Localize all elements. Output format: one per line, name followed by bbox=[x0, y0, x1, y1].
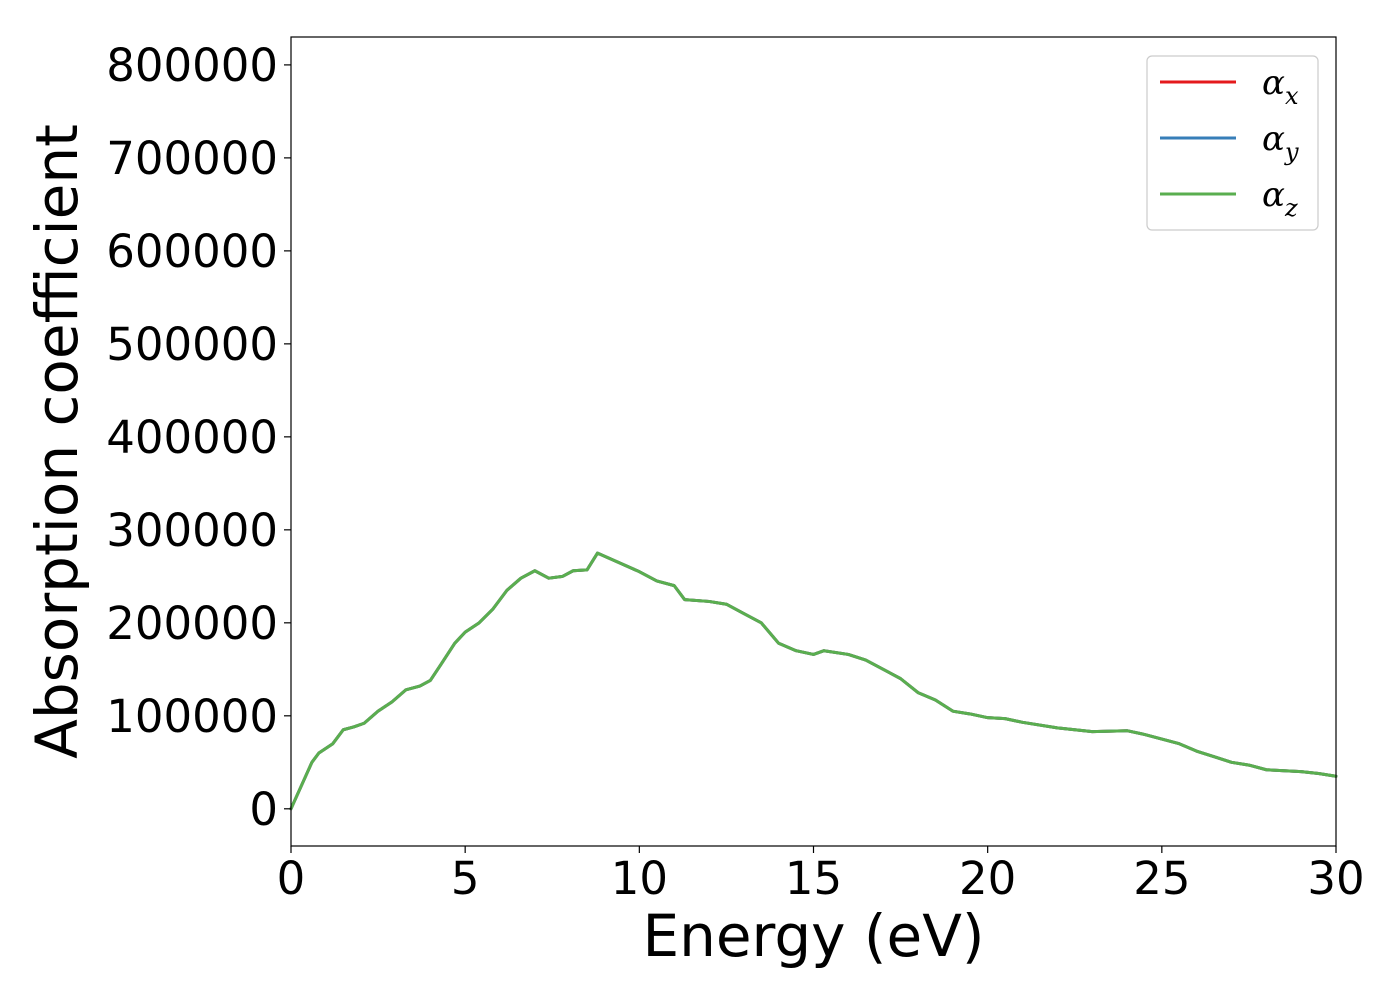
series-line-x bbox=[289, 551, 1338, 811]
legend-label-z: αz bbox=[1262, 175, 1298, 222]
y-tick-label: 100000 bbox=[106, 690, 278, 743]
y-tick-label: 500000 bbox=[106, 318, 278, 371]
legend-subscript: z bbox=[1284, 194, 1298, 222]
y-tick-label: 800000 bbox=[106, 39, 278, 92]
x-tick-label: 15 bbox=[785, 852, 842, 905]
legend-label-x: αx bbox=[1262, 63, 1299, 110]
legend-symbol: α bbox=[1262, 63, 1285, 103]
legend-symbol: α bbox=[1262, 175, 1285, 215]
y-axis-ticks: 0 100000 200000 300000 400000 500000 600000 700… bbox=[106, 39, 291, 836]
y-tick-label: 200000 bbox=[106, 597, 278, 650]
x-tick-label: 5 bbox=[451, 852, 480, 905]
legend-symbol: α bbox=[1262, 119, 1285, 159]
x-axis-ticks: 0 5 10 15 20 25 30 bbox=[277, 846, 1365, 905]
x-tick-label: 25 bbox=[1133, 852, 1190, 905]
x-tick-label: 0 bbox=[277, 852, 306, 905]
x-axis-title: Energy (eV) bbox=[642, 902, 984, 970]
legend-box bbox=[1146, 55, 1319, 231]
y-tick-label: 600000 bbox=[106, 225, 278, 278]
series-line-z bbox=[289, 551, 1338, 811]
y-tick-label: 400000 bbox=[106, 411, 278, 464]
y-tick-label: 700000 bbox=[106, 132, 278, 185]
x-tick-label: 10 bbox=[611, 852, 668, 905]
legend-label-y: αy bbox=[1262, 119, 1299, 166]
x-tick-label: 20 bbox=[959, 852, 1016, 905]
x-tick-label: 30 bbox=[1307, 852, 1364, 905]
legend-subscript: y bbox=[1284, 138, 1299, 166]
y-axis-title: Absorption coefficient bbox=[23, 124, 91, 759]
series-layer bbox=[289, 551, 1338, 811]
series-line-y bbox=[289, 551, 1338, 811]
legend-subscript: x bbox=[1285, 82, 1299, 110]
y-tick-label: 0 bbox=[249, 783, 278, 836]
y-tick-label: 300000 bbox=[106, 504, 278, 557]
